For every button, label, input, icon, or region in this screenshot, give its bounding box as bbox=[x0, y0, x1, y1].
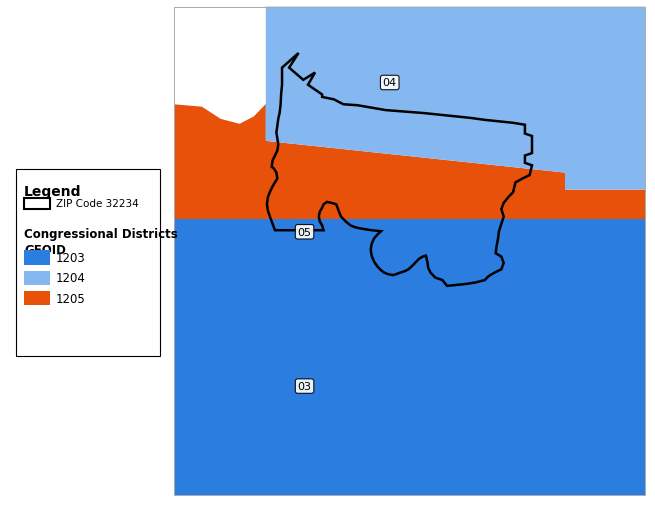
Polygon shape bbox=[174, 105, 265, 220]
Polygon shape bbox=[174, 220, 645, 495]
Bar bbox=[24, 251, 50, 265]
Bar bbox=[174, 8, 645, 495]
Polygon shape bbox=[265, 8, 645, 190]
Polygon shape bbox=[174, 8, 265, 125]
Polygon shape bbox=[265, 141, 645, 220]
Text: ZIP Code 32234: ZIP Code 32234 bbox=[56, 199, 138, 209]
Text: 1205: 1205 bbox=[56, 292, 85, 305]
Text: Legend: Legend bbox=[24, 184, 82, 198]
Text: Congressional Districts: Congressional Districts bbox=[24, 227, 178, 240]
Text: 04: 04 bbox=[383, 78, 397, 88]
Text: 1204: 1204 bbox=[56, 272, 86, 285]
Bar bbox=[24, 198, 50, 210]
Text: 1203: 1203 bbox=[56, 251, 85, 265]
Bar bbox=[24, 271, 50, 285]
Text: 05: 05 bbox=[297, 227, 312, 237]
Text: 03: 03 bbox=[297, 381, 312, 391]
Text: GEOID: GEOID bbox=[24, 244, 66, 257]
Bar bbox=[16, 169, 160, 356]
Bar bbox=[24, 291, 50, 306]
